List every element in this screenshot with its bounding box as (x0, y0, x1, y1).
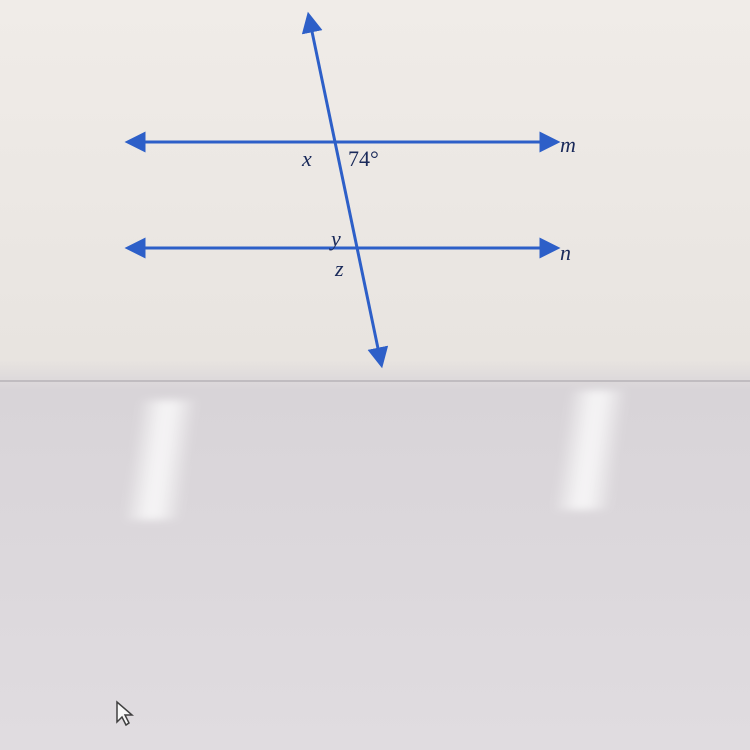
angle-74: 74° (348, 146, 379, 172)
angle-x: x (302, 146, 312, 172)
transversal-line (310, 22, 380, 358)
glare-left (122, 400, 199, 520)
label-m: m (560, 132, 576, 158)
angle-y: y (331, 226, 341, 252)
screen-divider (0, 380, 750, 382)
geometry-diagram (0, 0, 750, 380)
angle-z: z (335, 256, 344, 282)
glare-right (552, 390, 629, 510)
label-n: n (560, 240, 571, 266)
cursor-icon (115, 700, 135, 728)
